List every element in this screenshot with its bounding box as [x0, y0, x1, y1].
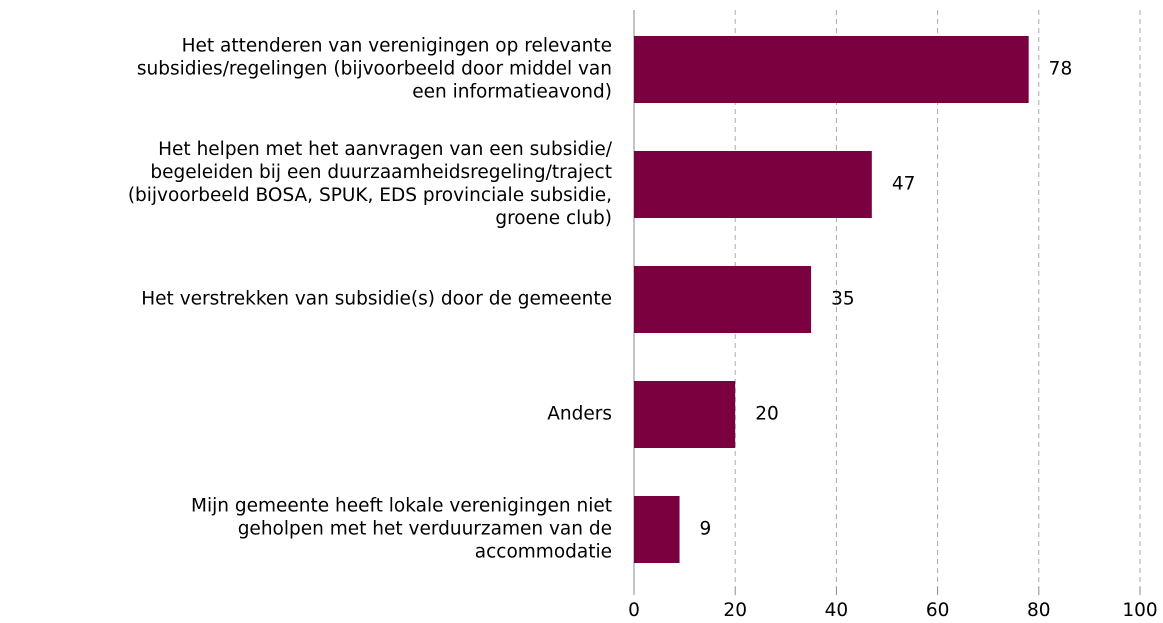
y-tick-label: accommodatie [475, 542, 612, 563]
y-tick-label: (bijvoorbeeld BOSA, SPUK, EDS provincial… [128, 185, 612, 206]
y-tick-label: Het attenderen van verenigingen op relev… [182, 36, 612, 57]
x-tick-label: 40 [825, 600, 849, 621]
y-tick-label: Het helpen met het aanvragen van een sub… [158, 139, 613, 160]
bar [634, 381, 736, 448]
data-label: 20 [755, 404, 779, 425]
bar [634, 266, 812, 333]
x-tick-label: 100 [1122, 600, 1157, 621]
y-tick-label: Anders [547, 404, 612, 425]
x-tick-label: 20 [723, 600, 747, 621]
y-tick-label: Het verstrekken van subsidie(s) door de … [141, 289, 612, 310]
bar [634, 496, 680, 563]
bar [634, 36, 1029, 103]
x-tick-label: 60 [926, 600, 950, 621]
y-tick-label: begeleiden bij een duurzaamheidsregeling… [150, 162, 612, 183]
data-label: 78 [1049, 59, 1073, 80]
y-tick-label: subsidies/regelingen (bijvoorbeeld door … [137, 59, 612, 80]
y-tick-label: geholpen met het verduurzamen van de [238, 519, 612, 540]
bar [634, 151, 872, 218]
y-tick-label: een informatieavond) [412, 82, 612, 103]
x-tick-label: 80 [1027, 600, 1051, 621]
x-tick-label: 0 [628, 600, 640, 621]
data-label: 9 [700, 519, 712, 540]
data-label: 47 [892, 174, 916, 195]
y-tick-label: Mijn gemeente heeft lokale verenigingen … [191, 496, 612, 517]
y-tick-label: groene club) [495, 208, 612, 229]
data-label: 35 [831, 289, 855, 310]
